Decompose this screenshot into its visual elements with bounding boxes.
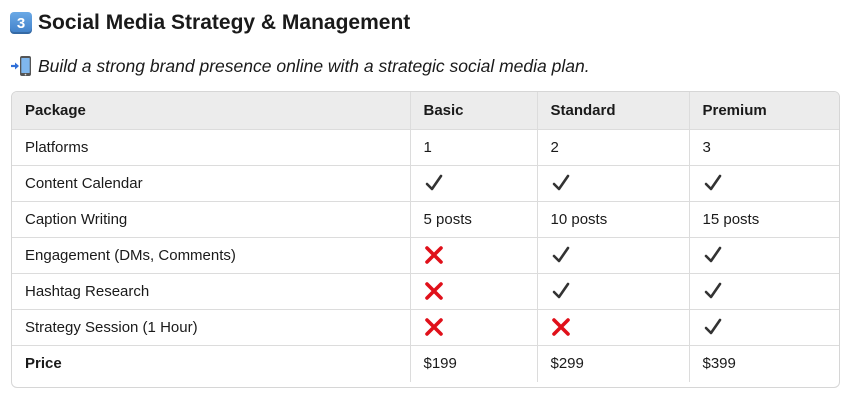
table-row: Hashtag Research (12, 273, 839, 310)
table-cell-cross (410, 273, 538, 310)
table-cell: 3 (689, 129, 839, 166)
cross-mark-icon (424, 246, 443, 264)
table-cell-check (537, 237, 690, 274)
table-row: Strategy Session (1 Hour) (12, 309, 839, 346)
table-cell-cross (410, 237, 538, 274)
table-cell-check (689, 237, 839, 274)
column-header: Package (12, 92, 411, 130)
table-cell: 15 posts (689, 201, 839, 238)
table-cell: 5 posts (410, 201, 538, 238)
row-label: Hashtag Research (12, 273, 411, 310)
table-cell: 10 posts (537, 201, 690, 238)
table-cell: $399 (702, 355, 736, 373)
checkmark-icon (704, 174, 721, 191)
column-header: Premium (689, 92, 839, 130)
checkmark-icon (704, 282, 721, 299)
table-cell-check (537, 165, 690, 202)
checkmark-icon (704, 246, 721, 263)
subtitle-text: Build a strong brand presence online wit… (38, 55, 590, 76)
table-cell: $299 (537, 345, 690, 382)
table-cell-check (689, 165, 839, 202)
checkmark-icon (552, 282, 569, 299)
cross-mark-icon (551, 318, 570, 336)
cross-mark-icon (424, 318, 443, 336)
table-cell: 1 (410, 129, 538, 166)
table-cell-cross (537, 309, 690, 346)
column-header: Standard (537, 92, 690, 130)
table-row: Caption Writing 5 posts 10 posts 15 posts (12, 201, 839, 238)
checkmark-icon (704, 318, 721, 335)
table-cell: $199 (410, 345, 538, 382)
checkmark-icon (552, 246, 569, 263)
table-cell-check (689, 309, 839, 346)
pricing-table-container: Package Basic Standard Premium Platforms… (11, 91, 840, 388)
table-cell-check (537, 273, 690, 310)
table-row: Price $199 $299 $399 (12, 345, 839, 382)
cross-mark-icon (424, 282, 443, 300)
number-keycap-icon: 3 (10, 12, 32, 34)
table-cell-cross (410, 309, 538, 346)
section-title: Social Media Strategy & Management (38, 11, 411, 34)
checkmark-icon (552, 174, 569, 191)
table-cell-check (410, 165, 538, 202)
table-cell: 2 (537, 129, 690, 166)
row-label: Price (12, 345, 411, 382)
section-heading: 3 Social Media Strategy & Management (10, 6, 410, 40)
mobile-phone-arrow-icon (11, 56, 31, 76)
row-label: Content Calendar (12, 165, 411, 202)
row-label: Caption Writing (12, 201, 411, 238)
pricing-table: Package Basic Standard Premium Platforms… (12, 92, 839, 382)
column-header: Basic (410, 92, 538, 130)
table-cell-check (689, 273, 839, 310)
table-row: Content Calendar (12, 165, 839, 202)
row-label: Strategy Session (1 Hour) (12, 309, 411, 346)
table-row: Platforms 1 2 3 (12, 129, 839, 166)
checkmark-icon (425, 174, 442, 191)
table-row: Engagement (DMs, Comments) (12, 237, 839, 274)
row-label: Platforms (12, 129, 411, 166)
table-header-row: Package Basic Standard Premium (12, 92, 839, 130)
section-subtitle: Build a strong brand presence online wit… (10, 52, 590, 80)
row-label: Engagement (DMs, Comments) (12, 237, 411, 274)
